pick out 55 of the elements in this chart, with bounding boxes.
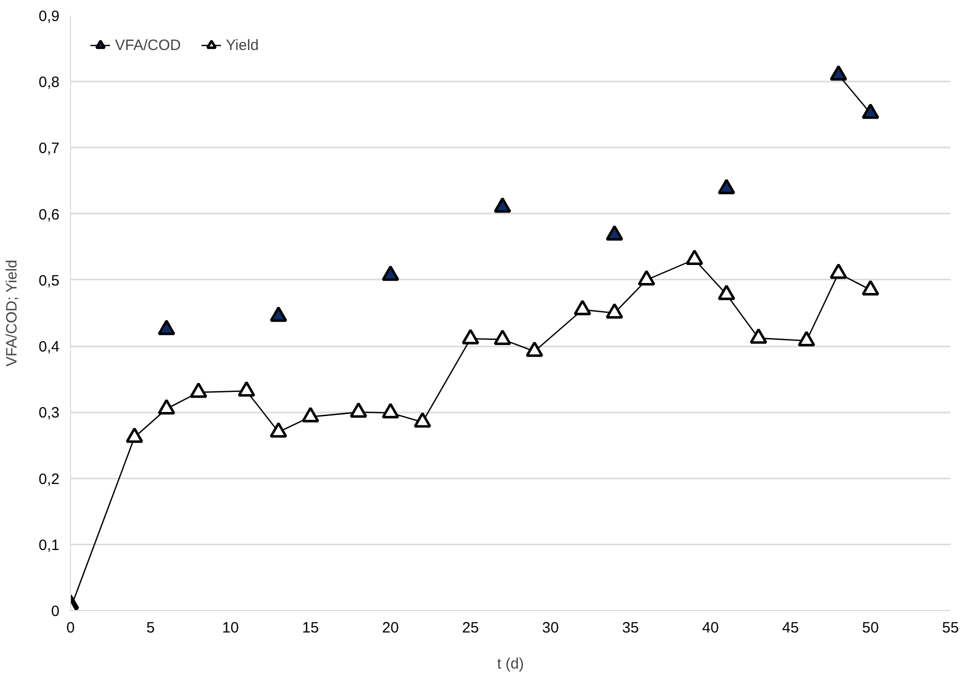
y-tick-label: 0,8 bbox=[38, 74, 60, 92]
x-tick-label: 0 bbox=[66, 620, 75, 636]
point bbox=[686, 250, 704, 266]
y-tick-label: 0,2 bbox=[38, 470, 60, 488]
x-tick-label: 30 bbox=[542, 620, 559, 636]
point bbox=[158, 320, 176, 336]
point bbox=[638, 270, 656, 286]
point bbox=[606, 225, 624, 241]
x-tick-label: 35 bbox=[622, 620, 639, 636]
x-tick-label: 20 bbox=[382, 620, 399, 636]
point bbox=[606, 303, 624, 319]
x-tick-label: 40 bbox=[702, 620, 719, 636]
point bbox=[830, 65, 848, 81]
y-tick-label: 0,1 bbox=[38, 536, 60, 554]
x-tick-label: 55 bbox=[942, 620, 959, 636]
y-axis-title: VFA/COD; Yield bbox=[4, 260, 21, 366]
point bbox=[302, 406, 320, 422]
x-tick-label: 45 bbox=[782, 620, 799, 636]
point bbox=[414, 412, 432, 428]
point bbox=[750, 328, 768, 344]
point bbox=[350, 402, 368, 418]
point bbox=[718, 178, 736, 194]
point bbox=[798, 330, 816, 346]
point bbox=[270, 306, 288, 322]
point bbox=[574, 300, 592, 316]
point bbox=[270, 422, 288, 438]
legend-label: VFA/COD bbox=[115, 36, 181, 54]
y-tick-label: 0 bbox=[51, 603, 60, 620]
x-tick-label: 25 bbox=[462, 620, 479, 636]
legend-label: Yield bbox=[226, 36, 259, 54]
point bbox=[462, 328, 480, 344]
point bbox=[830, 263, 848, 279]
point bbox=[862, 280, 880, 296]
x-tick-label: 50 bbox=[862, 620, 879, 636]
y-tick-label: 0,5 bbox=[38, 272, 60, 290]
x-axis-title: t (d) bbox=[497, 656, 524, 672]
point bbox=[382, 402, 400, 418]
x-tick-label: 15 bbox=[302, 620, 319, 636]
point bbox=[126, 427, 144, 443]
y-tick-label: 0,7 bbox=[38, 140, 60, 158]
point bbox=[158, 398, 176, 414]
point bbox=[238, 381, 256, 397]
y-tick-label: 0,9 bbox=[38, 8, 60, 25]
x-tick-label: 10 bbox=[222, 620, 239, 636]
point bbox=[190, 382, 208, 398]
x-tick-label: 5 bbox=[146, 620, 155, 636]
point bbox=[526, 341, 544, 357]
point bbox=[382, 265, 400, 281]
point bbox=[494, 197, 512, 213]
point bbox=[862, 103, 880, 119]
point bbox=[494, 330, 512, 346]
y-tick-label: 0,6 bbox=[38, 206, 60, 224]
y-tick-label: 0,4 bbox=[38, 338, 60, 356]
y-tick-label: 0,3 bbox=[38, 404, 60, 422]
point bbox=[718, 284, 736, 300]
